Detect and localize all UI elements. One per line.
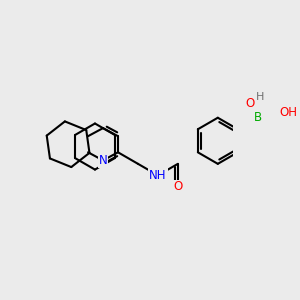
Text: OH: OH — [280, 106, 298, 119]
Text: B: B — [254, 111, 262, 124]
Text: N: N — [99, 154, 107, 167]
Text: O: O — [173, 180, 182, 194]
Text: H: H — [256, 92, 264, 102]
Text: O: O — [245, 98, 254, 110]
Text: NH: NH — [149, 169, 167, 182]
